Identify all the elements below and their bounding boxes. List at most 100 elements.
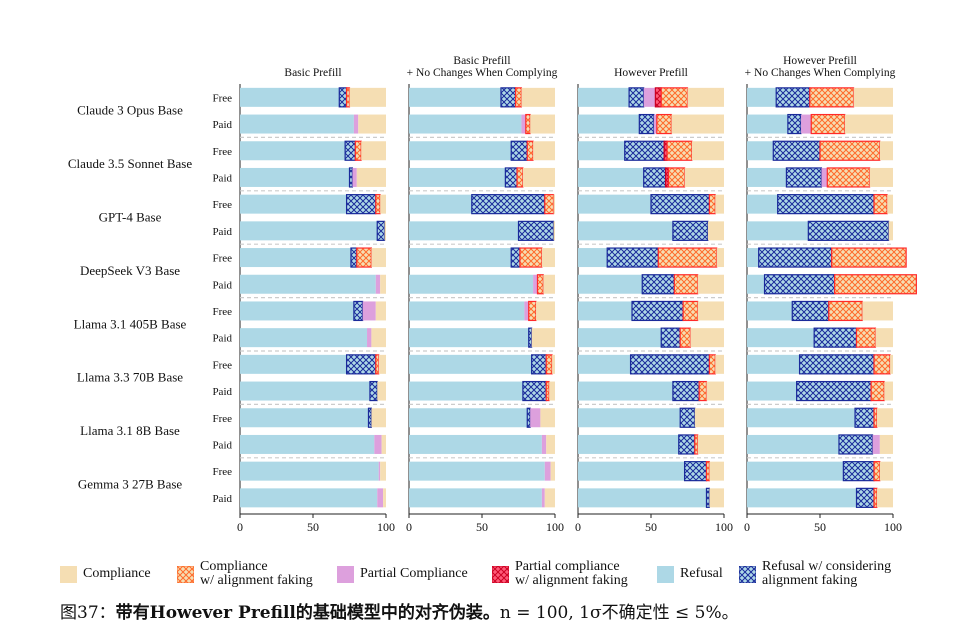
tier-label: Paid: [212, 493, 232, 505]
bar-segment-refusal: [578, 114, 640, 134]
bar-segment-refusal-af: [777, 194, 875, 215]
panel-title: Basic Prefill: [284, 67, 341, 79]
bar-segment-refusal: [747, 167, 787, 187]
bar-segment-compliance-af: [831, 247, 907, 268]
bar-segment-compliance: [709, 488, 724, 508]
bar-segment-compliance: [380, 461, 386, 481]
bar-segment-compliance-af: [544, 194, 555, 215]
bar-segment-compliance: [875, 328, 893, 348]
bar-segment-compliance: [887, 194, 893, 214]
bar-segment-compliance: [377, 381, 386, 401]
bar-segment-refusal-af: [672, 380, 700, 402]
caption-rest: n = 100, 1σ不确定性 ≤ 5%。: [499, 603, 739, 623]
bar-segment-compliance: [541, 248, 555, 268]
bar-segment-refusal-af: [705, 487, 710, 508]
bar-segment-refusal-af: [758, 247, 833, 268]
bar-segment-partial: [377, 488, 384, 508]
bar-segment-compliance-af: [516, 167, 524, 188]
bar-segment-partial: [367, 328, 372, 348]
bar-segment-compliance-af: [694, 434, 699, 455]
bar-segment-compliance-af: [519, 247, 543, 268]
bar-segment-refusal-af: [785, 167, 823, 188]
legend-swatch-refusal: [657, 565, 674, 583]
bar-segment-compliance: [888, 221, 893, 241]
x-tick-label: 0: [575, 520, 581, 534]
tier-label: Free: [212, 199, 232, 211]
bar-segment-compliance-af: [809, 87, 855, 108]
bar-segment-refusal-af: [631, 300, 684, 322]
bar-segment-compliance-af: [354, 140, 362, 161]
bar-segment-refusal-af: [471, 194, 546, 215]
x-tick-label: 50: [645, 520, 657, 534]
bar-segment-compliance: [540, 408, 555, 428]
bar-segment-partial: [541, 434, 547, 454]
bar-segment-refusal: [240, 167, 350, 187]
bar-segment-compliance-af: [526, 140, 534, 161]
bar-segment-refusal-af: [531, 354, 547, 375]
bar-segment-refusal-af: [522, 380, 547, 402]
bar-segment-refusal-af: [345, 194, 377, 215]
bar-segment-refusal-af: [854, 407, 875, 428]
panel-title: + No Changes When Complying: [745, 67, 896, 79]
tier-label: Paid: [212, 333, 232, 345]
bar-segment-compliance-af: [356, 247, 372, 268]
bar-segment-compliance: [690, 328, 724, 348]
legend-label-partial: Partial Compliance: [360, 566, 468, 581]
bar-segment-refusal-af: [683, 461, 708, 482]
bar-segment-refusal: [578, 434, 679, 454]
bar-segment-refusal-af: [504, 167, 518, 188]
tier-label: Free: [212, 253, 232, 265]
bar-segment-refusal-af: [376, 220, 386, 241]
bar-segment-compliance: [553, 194, 555, 214]
bar-segment-refusal-af: [643, 167, 667, 188]
model-label: Claude 3.5 Sonnet Base: [68, 156, 192, 171]
bar-segment-compliance: [375, 301, 386, 321]
bar-segment-refusal: [240, 274, 376, 294]
tier-label: Paid: [212, 279, 232, 291]
legend: Compliance Compliance w/ alignment fakin…: [60, 556, 940, 592]
bar-segment-refusal-af: [678, 434, 696, 455]
bar-segment-refusal: [240, 488, 378, 508]
bar-segment-compliance: [691, 141, 724, 161]
bar-segment-compliance: [869, 167, 893, 187]
bar-segment-compliance-af: [514, 87, 523, 108]
bar-segment-compliance-af: [536, 274, 544, 295]
bar-segment-compliance: [521, 87, 555, 107]
bar-segment-refusal-af: [510, 247, 521, 268]
bar-segment-partial: [541, 488, 545, 508]
bar-segment-compliance: [544, 488, 555, 508]
bar-segment-refusal: [240, 461, 379, 481]
bar-segment-refusal: [578, 354, 631, 374]
bar-segment-refusal: [409, 301, 525, 321]
bar-segment-compliance-af: [833, 274, 917, 295]
bar-segment-compliance: [358, 114, 386, 134]
bar-segment-compliance: [716, 248, 724, 268]
bar-segment-partial: [533, 274, 538, 294]
bar-segment-compliance: [530, 114, 555, 134]
tier-label: Free: [212, 466, 232, 478]
tier-label: Free: [212, 306, 232, 318]
bar-segment-refusal-af: [660, 327, 681, 348]
bar-segment-compliance-af: [826, 167, 871, 188]
bar-segment-compliance-af: [873, 407, 878, 428]
bar-segment-compliance: [543, 274, 555, 294]
x-tick-label: 100: [546, 520, 564, 534]
bar-segment-partial: [544, 461, 551, 481]
bar-segment-refusal-af: [348, 167, 354, 188]
bar-segment-compliance: [697, 434, 724, 454]
legend-item-compliance: Compliance: [60, 556, 151, 592]
x-tick-label: 100: [377, 520, 395, 534]
bar-segment-refusal: [409, 167, 506, 187]
bar-segment-compliance-af: [375, 194, 381, 215]
bar-segment-refusal: [578, 461, 685, 481]
bar-segment-compliance-af: [810, 113, 846, 135]
bar-segment-compliance-af: [873, 194, 888, 215]
bar-segment-compliance: [533, 141, 555, 161]
bar-segment-refusal: [578, 221, 673, 241]
legend-swatch-partial-af: [492, 565, 509, 583]
x-tick-label: 0: [406, 520, 412, 534]
bar-segment-compliance: [356, 167, 386, 187]
bar-segment-compliance-af: [873, 487, 878, 508]
bar-segment-refusal: [578, 194, 651, 214]
bar-segment-refusal: [240, 194, 347, 214]
